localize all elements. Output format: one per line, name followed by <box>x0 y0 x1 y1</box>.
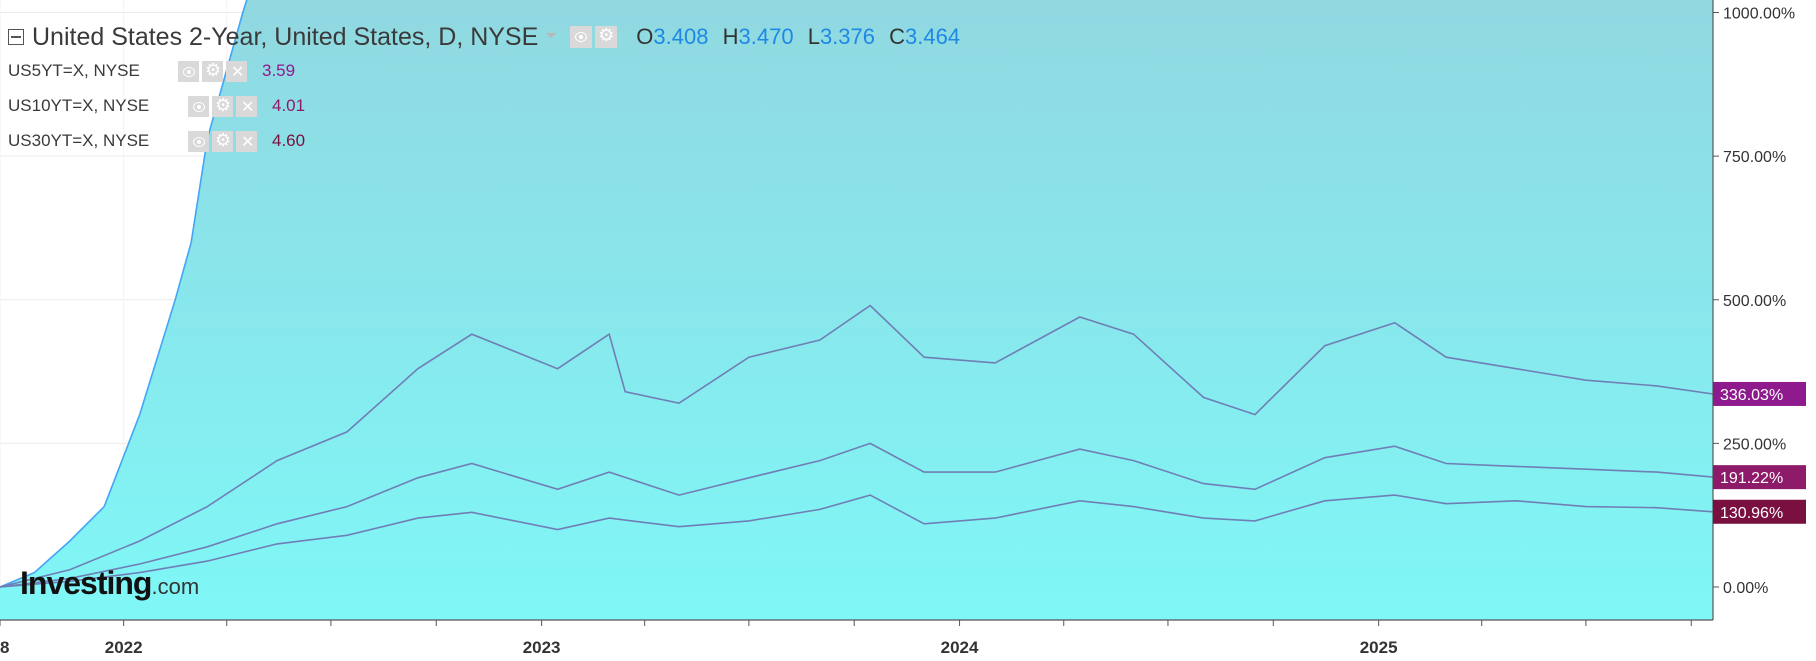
main-series-title[interactable]: United States 2-Year, United States, D, … <box>32 22 539 51</box>
price-tag-label-2: 191.22% <box>1720 470 1783 487</box>
gear-icon[interactable] <box>212 95 233 117</box>
x-tick-label: 2024 <box>941 638 979 657</box>
price-tag-label-3: 130.96% <box>1720 505 1783 522</box>
eye-icon[interactable] <box>178 60 199 82</box>
close-icon[interactable] <box>226 60 247 82</box>
plot-area[interactable] <box>0 0 1713 620</box>
x-tick-label: 2023 <box>523 638 561 657</box>
overlay-value: 4.60 <box>272 131 306 150</box>
low-value: 3.376 <box>819 24 875 49</box>
y-tick-label: 1000.00% <box>1723 6 1795 23</box>
eye-icon[interactable] <box>570 26 593 48</box>
investing-logo: Investing.com <box>20 565 199 602</box>
main-series-legend: United States 2-Year, United States, D, … <box>8 20 960 54</box>
overlay-value: 3.59 <box>262 61 296 80</box>
close-icon[interactable] <box>236 95 257 117</box>
close-value: 3.464 <box>905 24 961 49</box>
price-tag-box-1 <box>1713 381 1806 406</box>
chevron-down-icon[interactable] <box>546 32 557 38</box>
x-tick-label: 8 <box>0 638 9 657</box>
price-tag-label-1: 336.03% <box>1720 387 1783 404</box>
main-series-area <box>0 0 1713 620</box>
open-value: 3.408 <box>653 24 709 49</box>
price-tag-box-3 <box>1713 499 1806 524</box>
y-tick-label: 0.00% <box>1723 580 1768 597</box>
high-value: 3.470 <box>738 24 794 49</box>
logo-brand: Investing <box>20 565 152 601</box>
overlay-legend-us30yt: US30YT=X, NYSE 4.60 <box>8 128 305 154</box>
y-tick-label: 750.00% <box>1723 149 1786 166</box>
overlay-line-1 <box>0 304 1713 588</box>
x-tick-label: 2022 <box>105 638 143 657</box>
y-tick-label: 250.00% <box>1723 436 1786 453</box>
price-tag-box-2 <box>1713 465 1806 490</box>
overlay-name[interactable]: US5YT=X, NYSE <box>8 61 140 80</box>
ohlc-values: O3.408 H3.470 L3.376 C3.464 <box>628 24 960 50</box>
overlay-legend-us10yt: US10YT=X, NYSE 4.01 <box>8 93 305 119</box>
low-key: L <box>807 24 820 49</box>
close-icon[interactable] <box>236 130 257 152</box>
overlay-name[interactable]: US10YT=X, NYSE <box>8 96 150 115</box>
overlay-name[interactable]: US30YT=X, NYSE <box>8 131 150 150</box>
gear-icon[interactable] <box>595 25 618 48</box>
x-tick-label: 2025 <box>1360 638 1398 657</box>
overlay-line-2 <box>0 442 1713 588</box>
gear-icon[interactable] <box>212 130 233 152</box>
price-tags: P1460.36%336.03%191.22%130.96% <box>1713 381 1806 524</box>
logo-suffix: .com <box>151 574 200 599</box>
close-key: C <box>889 24 906 49</box>
overlay-legend-us5yt: US5YT=X, NYSE 3.59 <box>8 58 295 84</box>
high-key: H <box>722 24 739 49</box>
gear-icon[interactable] <box>202 60 223 82</box>
y-tick-label: 500.00% <box>1723 293 1786 310</box>
open-key: O <box>636 24 654 49</box>
overlay-value: 4.01 <box>272 96 306 115</box>
overlay-line-3 <box>0 494 1713 588</box>
eye-icon[interactable] <box>188 130 209 152</box>
collapse-legend-button[interactable] <box>8 29 24 45</box>
eye-icon[interactable] <box>188 95 209 117</box>
